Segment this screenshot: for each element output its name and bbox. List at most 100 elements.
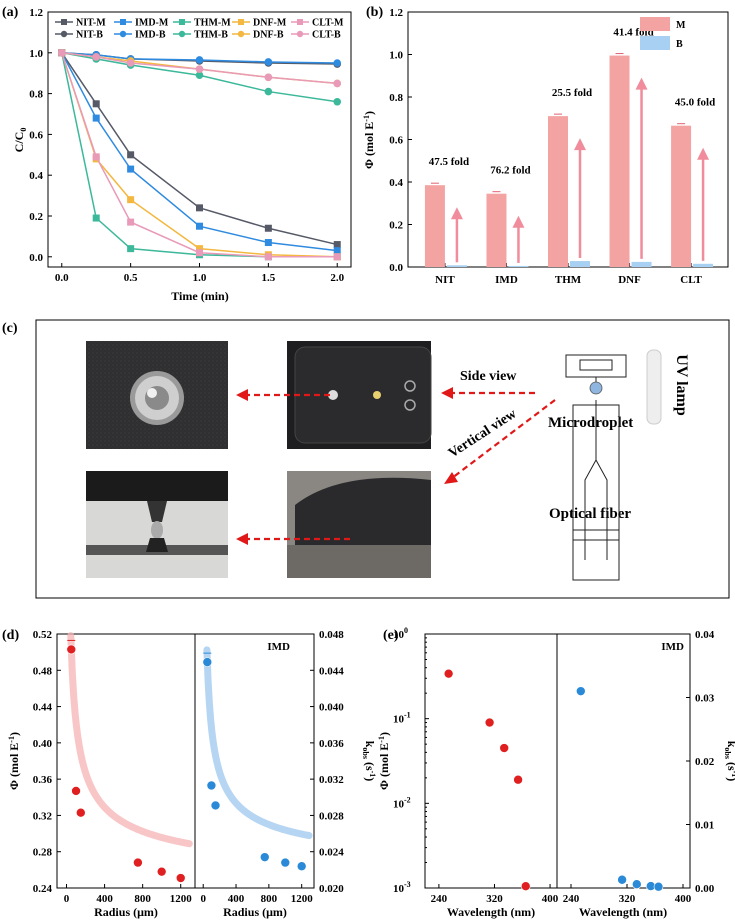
arrow-vertical-view — [451, 399, 556, 479]
ytick-label-b: 0.6 — [389, 135, 403, 147]
point-CLT-B — [92, 53, 101, 61]
ytick-label-d-left: 0.44 — [33, 702, 53, 714]
ylabel-b-sup: -1 — [362, 115, 371, 122]
xtick-label-a: 1.5 — [261, 272, 275, 284]
ylabel-e-right-sup: -1 — [730, 771, 735, 778]
legend-label-NIT-B: NIT-B — [76, 30, 103, 41]
point-d-left — [133, 857, 143, 868]
point-THM-B — [333, 97, 342, 106]
series-line-IMD-M — [61, 52, 338, 252]
annotation-e: IMD — [661, 641, 684, 653]
label-uv-lamp: UV lamp — [673, 354, 690, 416]
ytick-label-b: 0.0 — [389, 262, 403, 274]
xtick-label-b: DNF — [618, 274, 641, 286]
point-e-right — [575, 686, 586, 696]
point-CLT-B — [126, 59, 135, 67]
table — [287, 545, 431, 578]
legend-label-NIT-M: NIT-M — [76, 18, 106, 29]
plot-frame-d — [56, 633, 315, 889]
ylabel-b-text: Φ (mol E — [362, 122, 376, 169]
point-CLT-B — [57, 49, 66, 57]
legend-label-THM-M: THM-M — [194, 18, 231, 29]
needle-bottom — [146, 538, 168, 552]
axes-a: 0.0 0.5 1.0 1.5 2.0 0.0 0.2 0.4 0.6 0.8 1.0 1.2 — [29, 7, 344, 284]
series-line-IMD-B — [61, 52, 338, 64]
point-CLT-B — [195, 65, 204, 73]
legend-b: M B — [640, 17, 686, 50]
xtick-label-a: 0.5 — [124, 272, 138, 284]
point-e-right — [617, 874, 627, 885]
ytick-label-e-left: 10-1 — [393, 711, 411, 726]
point-NIT-M — [333, 241, 341, 249]
legend-marker-NIT-M — [61, 19, 67, 25]
xlabel-d-right: Radius (μm) — [223, 905, 287, 919]
ylabel-e-right-unit: (s — [725, 759, 735, 771]
point-e-left — [443, 668, 454, 679]
ytick-label-d-right: 0.040 — [319, 702, 344, 714]
point-IMD-M — [333, 247, 341, 255]
xtick-label-d: 0 — [64, 893, 70, 905]
ytick-label-a: 1.2 — [29, 7, 43, 19]
ylabel-e: Φ (mol E-1) — [377, 732, 391, 790]
ylabel-e-text: Φ (mol E — [377, 743, 391, 790]
ylabel-d-text: Φ (mol E — [7, 743, 21, 790]
ytick-exp: -3 — [404, 880, 411, 889]
photo-droplet-vertical — [86, 471, 228, 578]
label-optical-fiber: Optical fiber — [549, 506, 631, 522]
fold-arrowhead-NIT — [450, 207, 463, 220]
bar-M-IMD — [486, 193, 507, 267]
panel-c: (c) — [2, 319, 730, 599]
point-IMD-M — [264, 239, 272, 247]
point-e-left — [484, 717, 495, 728]
arrowhead-2 — [441, 387, 453, 399]
legend-label-M: M — [676, 20, 686, 31]
point-DNF-M — [127, 196, 135, 204]
schematic-instrument — [565, 354, 627, 581]
bar-B-THM — [570, 261, 590, 267]
ytick-label-b: 1.0 — [389, 50, 403, 62]
legend-marker-IMD-B — [119, 30, 127, 38]
ytick-label-b: 0.2 — [389, 220, 403, 232]
xlabel-d-left: Radius (μm) — [94, 905, 158, 919]
point-THM-B — [264, 87, 273, 96]
point-IMD-M — [92, 114, 100, 122]
schematic-top-box — [565, 354, 627, 378]
point-e-left — [513, 774, 523, 785]
schematic-droplet — [589, 381, 603, 395]
arrowhead-3 — [236, 533, 248, 545]
point-CLT-M — [92, 153, 100, 161]
bar-M-CLT — [671, 125, 692, 267]
arrowhead-4 — [444, 472, 458, 484]
point-IMD-B — [333, 59, 342, 67]
ylabel-d-right-k: k — [363, 741, 377, 748]
legend-a: NIT-M IMD-M THM-M DNF-M CLT-M NIT-B IMD-B THM-B… — [55, 18, 344, 41]
legend-label-CLT-M: CLT-M — [312, 18, 344, 29]
ytick-exp: -1 — [404, 711, 411, 720]
photo-droplet-top — [86, 341, 228, 449]
axes-d: 0 400 800 1200 0.24 0.28 0.32 0.36 0.40 0.44 0.48 0… — [33, 629, 345, 905]
legend-label-CLT-B: CLT-B — [312, 30, 341, 41]
top-plate — [86, 471, 228, 501]
ylabel-b: Φ (mol E-1) — [362, 111, 376, 169]
bar-B-NIT — [446, 265, 467, 267]
xlabel-e-right: Wavelength (nm) — [579, 905, 667, 919]
series-line-CLT-M — [61, 52, 338, 258]
xtick-label-a: 2.0 — [330, 272, 344, 284]
bar-M-NIT — [424, 185, 445, 267]
photo-side-panel — [287, 341, 432, 449]
ytick-label-d-left: 0.52 — [33, 629, 53, 641]
xtick-label-e: 240 — [431, 893, 448, 905]
point-CLT-M — [264, 253, 272, 261]
xtick-label-b: IMD — [495, 274, 518, 286]
point-d-left — [75, 807, 86, 818]
legend-label-THM-B: THM-B — [194, 30, 228, 41]
label-microdroplet: Microdroplet — [548, 415, 633, 431]
legend-marker-CLT-B — [296, 30, 304, 38]
fit-curve-d-right — [203, 646, 313, 840]
ylabel-e-right-close: ) — [725, 777, 735, 781]
xtick-label-d: 800 — [261, 893, 278, 905]
xtick-label-d: 0 — [200, 893, 206, 905]
legend-marker-NIT-B — [60, 30, 68, 38]
port-3 — [404, 380, 416, 392]
ytick-label-e-left: 100 — [393, 626, 408, 641]
